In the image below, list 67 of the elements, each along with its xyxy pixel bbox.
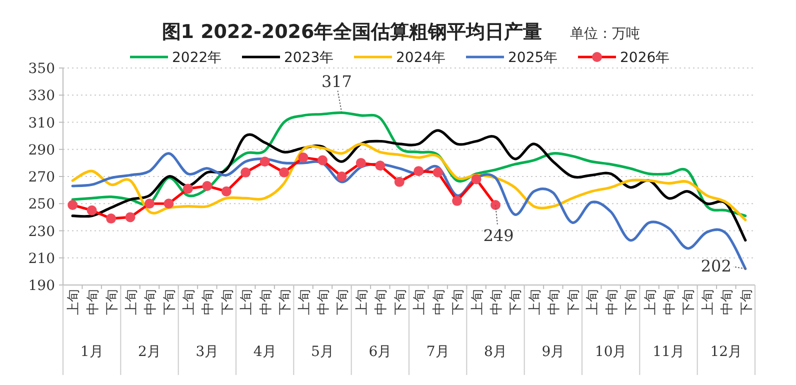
annotation: 249 <box>483 226 514 245</box>
annotation: 202 <box>700 256 732 276</box>
x-tick-label: 上旬 <box>66 289 82 315</box>
y-tick-label: 250 <box>28 196 55 213</box>
text: 9月 <box>542 344 565 360</box>
text: 8月 <box>484 344 507 360</box>
text: 6月 <box>368 344 392 360</box>
chart-subtitle: 单位：万吨 <box>570 26 640 42</box>
y-tick-label: 350 <box>28 61 55 77</box>
x-tick-label: 下旬 <box>105 289 120 315</box>
x-tick-label: 上旬 <box>412 289 428 315</box>
x-tick-label: 中旬 <box>86 289 101 315</box>
y-tick-label: 330 <box>28 88 55 104</box>
x-tick-label: 下旬 <box>162 289 178 315</box>
legend-label: 2026年 <box>620 50 670 66</box>
x-tick-label: 下旬 <box>624 289 640 315</box>
y-tick-label: 190 <box>28 278 55 294</box>
x-tick-label: 上旬 <box>643 289 658 315</box>
x-tick-label: 中旬 <box>258 289 274 315</box>
x-tick-label: 上旬 <box>354 289 370 315</box>
text: 5月 <box>311 344 334 360</box>
x-tick-label: 上旬 <box>470 289 486 315</box>
annotation: 317 <box>321 72 352 91</box>
text: 4月 <box>253 344 276 360</box>
x-tick-label: 下旬 <box>278 289 294 315</box>
x-tick-label: 下旬 <box>739 289 754 315</box>
legend-label: 2024年 <box>396 50 446 66</box>
x-tick-label: 上旬 <box>124 289 140 315</box>
x-tick-label: 中旬 <box>316 289 332 315</box>
x-tick-label: 上旬 <box>528 289 543 315</box>
x-tick-label: 下旬 <box>451 289 466 315</box>
y-tick-label: 230 <box>28 224 55 240</box>
x-tick-label: 上旬 <box>182 289 197 315</box>
text: 3月 <box>196 344 219 360</box>
x-tick-label: 下旬 <box>336 289 351 315</box>
legend-label: 2025年 <box>508 50 558 66</box>
x-tick-label: 上旬 <box>240 289 255 315</box>
text: 2月 <box>138 344 161 360</box>
x-tick-label: 中旬 <box>662 289 678 315</box>
x-tick-label: 下旬 <box>566 289 582 315</box>
chart-title: 图1 2022-2026年全国估算粗钢平均日产量 <box>162 21 542 43</box>
x-tick-label: 中旬 <box>720 289 736 315</box>
x-tick-label: 下旬 <box>508 289 524 315</box>
text: 1月 <box>80 344 104 360</box>
text: 7月 <box>426 344 450 360</box>
x-tick-label: 上旬 <box>297 289 312 315</box>
text: 12月 <box>710 344 742 360</box>
x-tick-label: 上旬 <box>586 289 601 315</box>
y-tick-label: 290 <box>28 142 55 158</box>
y-tick-label: 310 <box>28 115 55 132</box>
text: 10月 <box>594 344 627 360</box>
x-tick-label: 中旬 <box>547 289 562 315</box>
x-tick-label: 下旬 <box>220 289 236 315</box>
legend-label: 2023年 <box>284 50 334 66</box>
x-tick-label: 上旬 <box>700 289 716 315</box>
x-tick-label: 下旬 <box>682 289 697 315</box>
legend-label: 2022年 <box>172 50 222 66</box>
x-tick-label: 中旬 <box>144 289 158 315</box>
y-tick-label: 270 <box>28 170 55 186</box>
x-tick-label: 中旬 <box>604 289 620 315</box>
x-tick-label: 中旬 <box>374 289 390 315</box>
x-tick-label: 中旬 <box>201 289 216 315</box>
x-tick-label: 中旬 <box>490 289 504 315</box>
x-tick-label: 下旬 <box>393 289 408 315</box>
text: 11月 <box>652 344 684 360</box>
x-tick-label: 中旬 <box>432 289 447 315</box>
y-tick-label: 210 <box>28 250 55 267</box>
